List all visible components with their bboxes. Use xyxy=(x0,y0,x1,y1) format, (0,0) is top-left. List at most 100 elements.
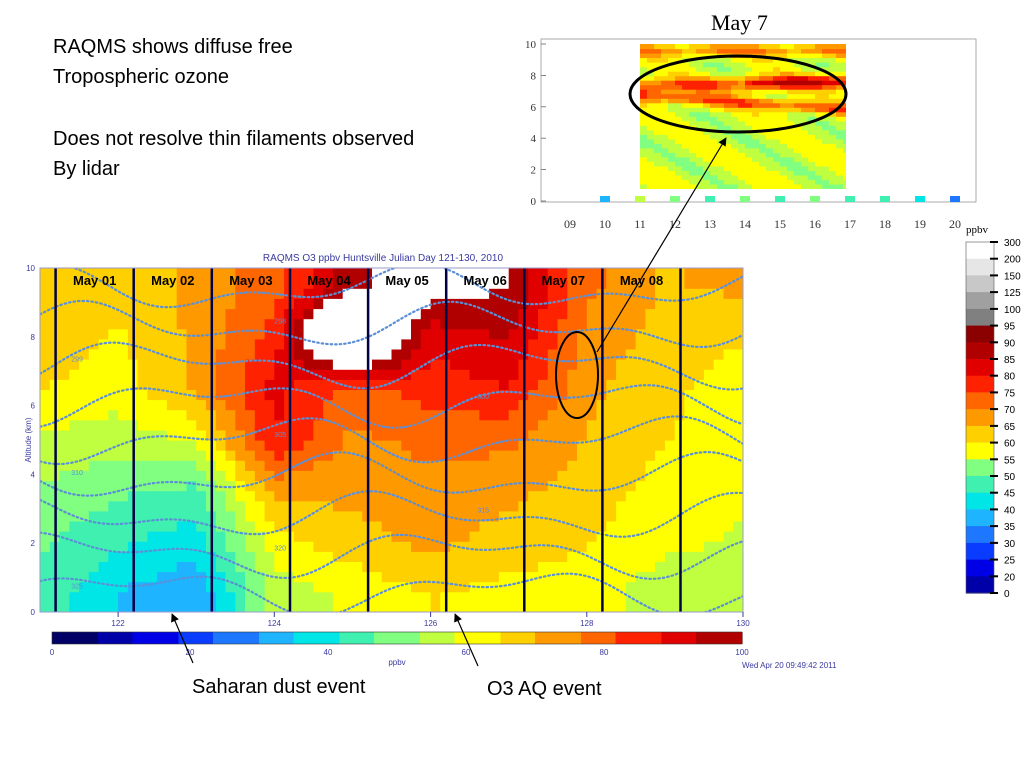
y-tick-label: 10 xyxy=(26,264,35,273)
ozone-cell xyxy=(577,338,588,350)
ozone-cell xyxy=(469,480,480,492)
ozone-cell xyxy=(557,268,568,279)
lidar-cell xyxy=(829,84,837,90)
lidar-cell xyxy=(801,53,809,59)
ozone-cell xyxy=(528,591,539,603)
lidar-cell xyxy=(829,62,837,68)
ozone-cell xyxy=(645,429,656,441)
ozone-cell xyxy=(391,531,402,542)
lidar-colorbar-tick-label: 55 xyxy=(1004,455,1016,466)
ozone-cell xyxy=(147,601,158,612)
colorbar-segment xyxy=(512,632,525,644)
ozone-cell xyxy=(303,520,314,532)
ozone-cell xyxy=(586,490,598,502)
lidar-cell xyxy=(794,165,802,171)
lidar-cell xyxy=(745,179,753,185)
ozone-cell xyxy=(498,419,510,431)
ozone-cell xyxy=(616,348,627,360)
lidar-cell xyxy=(696,161,704,167)
ozone-cell xyxy=(450,379,461,390)
ozone-cell xyxy=(498,510,510,522)
ozone-cell xyxy=(342,288,354,299)
ozone-cell xyxy=(293,460,305,471)
ozone-cell xyxy=(381,359,393,370)
lidar-colorbar-segment xyxy=(966,409,994,427)
ozone-cell xyxy=(664,318,676,330)
lidar-cell xyxy=(787,102,795,108)
lidar-cell xyxy=(808,80,816,86)
ozone-cell xyxy=(645,369,656,380)
lidar-cell xyxy=(822,111,830,117)
colorbar-segment xyxy=(477,632,490,644)
lidar-cell xyxy=(745,75,753,81)
ozone-cell xyxy=(157,490,168,502)
ozone-cell xyxy=(196,551,207,562)
ozone-cell xyxy=(313,399,324,411)
ozone-cell xyxy=(703,460,715,471)
ozone-cell xyxy=(88,338,100,350)
lidar-cell xyxy=(780,93,788,99)
ozone-cell xyxy=(547,379,559,390)
ozone-cell xyxy=(684,409,695,421)
ozone-cell xyxy=(79,480,90,492)
lidar-cell xyxy=(661,161,669,167)
ozone-cell xyxy=(274,419,285,431)
ozone-cell xyxy=(69,520,80,532)
ozone-cell xyxy=(254,298,266,310)
ozone-cell xyxy=(391,409,402,421)
ozone-cell xyxy=(225,490,236,502)
ozone-cell xyxy=(664,460,676,471)
lidar-cell xyxy=(752,71,760,77)
ozone-cell xyxy=(606,470,617,482)
lidar-cell xyxy=(815,80,823,86)
lidar-cell xyxy=(724,138,732,144)
lidar-cell xyxy=(689,143,697,149)
ozone-cell xyxy=(186,561,197,573)
ozone-cell xyxy=(293,308,305,320)
ozone-cell xyxy=(108,318,119,330)
ozone-cell xyxy=(196,601,207,612)
ozone-cell xyxy=(352,278,363,289)
ozone-cell xyxy=(342,419,354,431)
ozone-cell xyxy=(694,510,705,522)
ozone-cell xyxy=(118,440,129,451)
ozone-cell xyxy=(420,571,432,583)
lidar-cell xyxy=(801,84,809,90)
ozone-cell xyxy=(655,591,666,603)
ozone-cell xyxy=(655,298,666,310)
ozone-cell xyxy=(225,369,236,380)
colorbar-segment xyxy=(638,632,651,644)
ozone-cell xyxy=(176,561,188,573)
ozone-cell xyxy=(303,399,314,411)
colorbar-tick-label: 0 xyxy=(50,648,55,657)
ozone-cell xyxy=(557,288,568,299)
ozone-cell xyxy=(245,399,256,411)
ozone-cell xyxy=(323,308,334,320)
ozone-cell xyxy=(733,298,743,310)
ozone-cell xyxy=(98,591,109,603)
lidar-cell xyxy=(689,44,697,50)
lidar-cell xyxy=(689,152,697,158)
ozone-cell xyxy=(694,561,705,573)
ozone-cell xyxy=(254,520,266,532)
ozone-cell xyxy=(508,268,520,279)
lidar-colorbar-tick-label: 95 xyxy=(1004,322,1016,333)
ozone-cell xyxy=(88,460,100,471)
ozone-cell xyxy=(577,551,588,562)
ozone-cell xyxy=(547,500,559,512)
ozone-cell xyxy=(293,288,305,299)
ozone-cell xyxy=(547,348,559,360)
ozone-cell xyxy=(508,460,520,471)
lidar-cell xyxy=(724,156,732,162)
ozone-cell xyxy=(98,308,109,320)
ozone-cell xyxy=(420,440,432,451)
ozone-cell xyxy=(703,389,715,401)
lidar-cell xyxy=(780,179,788,185)
lidar-colorbar-tick-label: 65 xyxy=(1004,422,1016,433)
ozone-cell xyxy=(411,541,422,552)
lidar-cell xyxy=(703,111,711,117)
ozone-cell xyxy=(166,470,178,482)
ozone-cell xyxy=(703,480,715,492)
ozone-cell xyxy=(498,541,510,552)
ozone-cell xyxy=(245,268,256,279)
